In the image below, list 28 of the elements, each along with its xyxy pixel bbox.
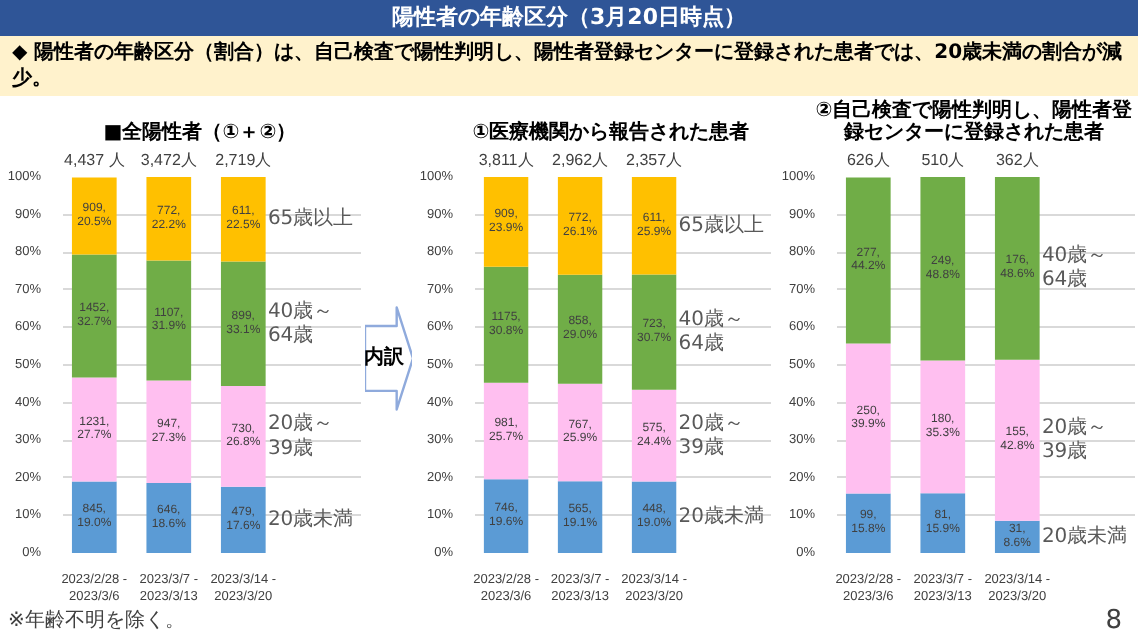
text: 内訳 — [364, 345, 407, 370]
annotation: 362人 — [995, 151, 1039, 169]
series-label: 20歳～39歳 — [267, 411, 334, 460]
chart-title: ②自己検査で陽性判明し、陽性者登録センターに登録された患者 — [813, 100, 1135, 144]
series-label: 20歳未満 — [1041, 523, 1128, 548]
annotation: 626人 — [846, 151, 890, 169]
text: 8 — [1105, 606, 1122, 636]
series-label: 40歳～64歳 — [267, 298, 334, 347]
series-label: 20歳～39歳 — [1041, 415, 1108, 464]
annotation: 3,472人 — [140, 151, 197, 169]
text: 陽性者の年齢区分（3月20日時点） — [392, 2, 746, 34]
annotation: 2,962人 — [552, 151, 609, 169]
series-label: 65歳以上 — [678, 212, 764, 237]
series-label: 20歳未満 — [678, 504, 764, 529]
series-label: 20歳～39歳 — [678, 410, 744, 459]
annotation: 2,719人 — [215, 151, 272, 169]
series-label: 40歳～64歳 — [1041, 243, 1108, 292]
series-label: 40歳～64歳 — [678, 307, 744, 356]
annotation: 4,437 人 — [64, 151, 125, 169]
annotation: 510人 — [921, 151, 965, 169]
text: ◆ 陽性者の年齢区分（割合）は、自己検査で陽性判明し、陽性者登録センターに登録された患者では、20歳未満の割合が減少。 — [12, 40, 1125, 92]
chart-title: ①医療機関から報告された患者 — [472, 122, 750, 144]
series-label: 20歳未満 — [267, 506, 354, 531]
chart-title: ■全陽性者（①＋②） — [103, 122, 297, 144]
series-label: 65歳以上 — [267, 206, 354, 231]
annotation: 3,811人 — [478, 151, 534, 169]
annotation: 2,357人 — [626, 151, 683, 169]
text: ※年齢不明を除く。 — [8, 608, 185, 636]
